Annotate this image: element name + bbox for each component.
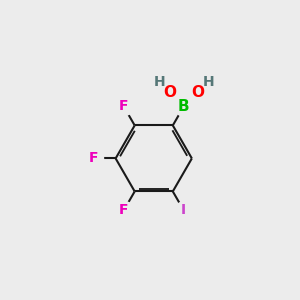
Text: H: H [202, 75, 214, 89]
Text: F: F [119, 99, 128, 113]
Text: H: H [154, 75, 165, 89]
Text: I: I [181, 203, 186, 218]
Text: B: B [178, 99, 190, 114]
Text: O: O [164, 85, 176, 100]
Text: O: O [191, 85, 204, 100]
Text: F: F [119, 203, 128, 218]
Text: F: F [89, 152, 98, 165]
